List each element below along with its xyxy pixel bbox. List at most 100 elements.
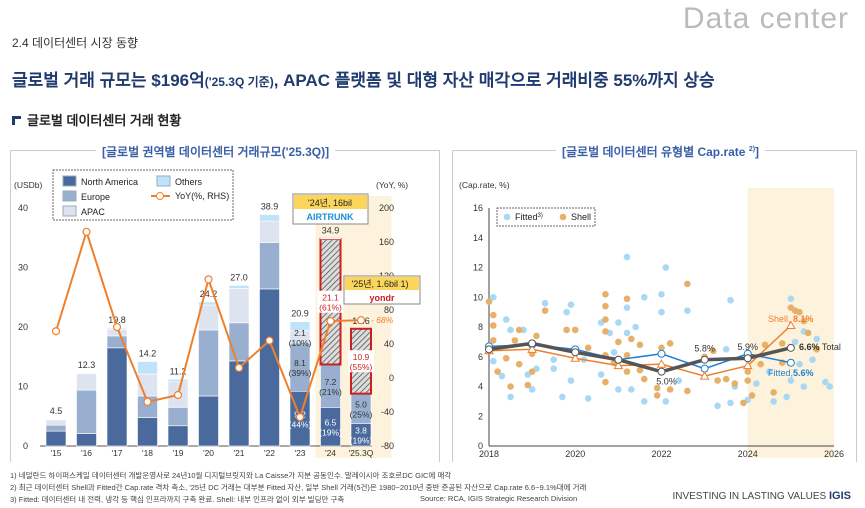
fitted-point (498, 372, 506, 380)
segment-label-bg (317, 290, 344, 313)
fitted-point (550, 356, 557, 364)
shell-marker (613, 360, 624, 370)
yoy-point (204, 275, 213, 284)
fitted-point (584, 395, 592, 402)
total-marker (786, 343, 795, 352)
fitted-point (783, 393, 790, 401)
callout-bg (345, 277, 419, 290)
shell-point (666, 386, 674, 393)
fitted-point (550, 365, 557, 372)
shell-point (507, 383, 514, 390)
shell-point (740, 399, 747, 407)
shell-point (584, 344, 592, 352)
yoy-point (326, 316, 335, 326)
segment-pct-label: (19%) (350, 436, 373, 446)
total-end-label: 6.6% Total (799, 342, 841, 352)
bar-segment-others (76, 372, 97, 374)
footer-slogan: INVESTING IN LASTING VALUES IGIS (672, 490, 851, 502)
fitted-point (662, 398, 670, 405)
shell-point (813, 346, 821, 353)
segment-pct-label: (25%) (350, 410, 373, 420)
shell-marker (786, 320, 796, 330)
y-tick-label: 4 (478, 382, 483, 392)
fitted-point (559, 393, 566, 401)
legend-swatch (62, 175, 77, 187)
page-watermark: Data center (682, 2, 849, 35)
x-tick-label: 2024 (738, 449, 758, 459)
bar-segment-others (228, 285, 250, 289)
fitted-marker (786, 358, 795, 367)
bar-total-label: 12.3 (78, 360, 96, 370)
legend-swatch (62, 190, 77, 202)
yoy-last-label: - 68% (371, 315, 394, 325)
bar-segment-others (320, 238, 341, 240)
shell-end-label: Shell, 8.1% (768, 314, 814, 324)
fitted-point (597, 371, 605, 378)
y-tick-label: 40 (18, 203, 28, 213)
segment-pct-label: (19%) (319, 428, 342, 438)
segment-value-label: 21.1 (322, 293, 339, 303)
y2-tick-label: 0 (389, 373, 394, 383)
yoy-point (265, 336, 274, 345)
fitted-point (490, 357, 497, 365)
total-point-label: 5.9% (737, 342, 758, 352)
fitted-point (615, 386, 622, 393)
total-marker (743, 354, 752, 363)
y-tick-label: 12 (473, 263, 483, 273)
bar-total-label: 27.0 (230, 272, 248, 282)
yoy-point (295, 413, 305, 422)
shell-marker (742, 360, 753, 370)
segment-pct-label: (61%) (319, 303, 342, 313)
y-tick-label: 10 (473, 292, 483, 302)
shell-point (602, 290, 609, 298)
shell-point (490, 322, 497, 329)
x-tick-label: '17 (111, 448, 122, 458)
fitted-point (822, 378, 829, 386)
yoy-point (356, 316, 366, 325)
right-chart-title: [글로벌 데이터센터 유형별 Cap.rate 2)] (556, 143, 766, 160)
bar-segment-others (198, 301, 219, 306)
total-point-label: 5.0% (656, 377, 677, 387)
segment-pct-label: (21%) (319, 387, 342, 397)
fitted-point (632, 323, 639, 331)
shell-point (684, 280, 691, 288)
fitted-marker (657, 349, 666, 358)
brand-logo: IGIS (828, 490, 851, 502)
legend-fitted-marker (503, 213, 511, 221)
shell-point (666, 340, 674, 347)
right-chart-title-text: [글로벌 데이터센터 유형별 Cap.rate (562, 145, 746, 159)
fitted-point (791, 338, 799, 346)
shell-point (490, 311, 497, 319)
x-tick-label: 2026 (824, 449, 844, 459)
x-tick-label: '22 (264, 448, 275, 458)
x-tick-label: 2022 (651, 449, 671, 459)
y2-tick-label: 200 (379, 203, 394, 213)
legend-swatch (156, 175, 171, 187)
fitted-point (714, 402, 721, 410)
shell-marker (699, 371, 710, 380)
shell-point (684, 387, 691, 395)
fitted-point (623, 253, 631, 261)
fitted-point (567, 301, 575, 308)
bar-total-label: 34.9 (322, 225, 340, 235)
callout-text: '25년, 1.6bil 1) (351, 279, 408, 289)
fitted-point (623, 304, 631, 311)
subheading: 글로벌 데이터센터 거래 현황 (12, 110, 181, 129)
shell-point (640, 375, 648, 383)
shell-point (636, 341, 644, 349)
fitted-point (796, 360, 803, 368)
legend-shell-marker (559, 213, 567, 221)
fitted-point (770, 398, 777, 405)
x-tick-label: '18 (142, 448, 153, 458)
shell-point (563, 326, 570, 334)
legend-label: YoY(%, RHS) (175, 191, 229, 201)
shell-point (722, 375, 730, 383)
legend-yoy-marker (156, 192, 164, 200)
shell-marker (527, 344, 537, 353)
shell-point (804, 329, 812, 337)
y-tick-label: 8 (478, 322, 483, 332)
legend-box (496, 207, 596, 227)
fitted-point (541, 299, 549, 307)
